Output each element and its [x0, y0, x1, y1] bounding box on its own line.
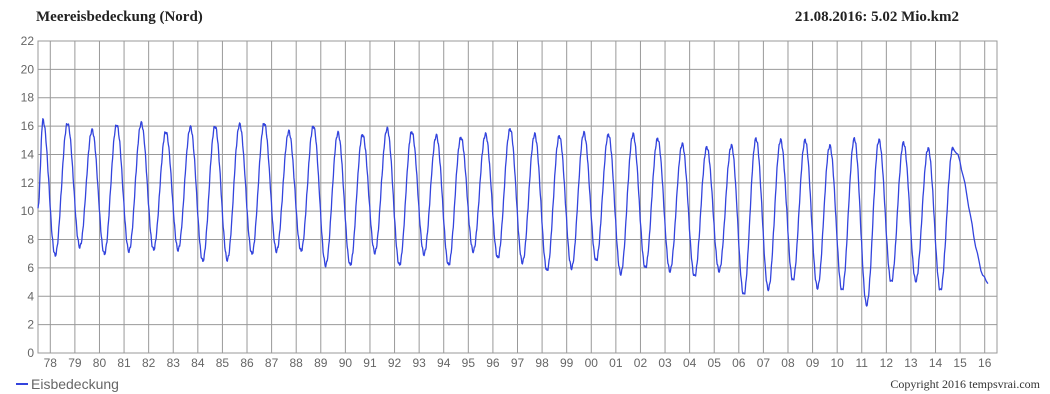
x-tick-label: 98	[535, 356, 549, 370]
x-tick-label: 99	[560, 356, 574, 370]
x-tick-label: 79	[68, 356, 82, 370]
x-tick-label: 81	[117, 356, 131, 370]
x-tick-label: 09	[806, 356, 820, 370]
legend-swatch	[16, 383, 28, 385]
x-tick-label: 93	[412, 356, 426, 370]
x-tick-label: 86	[240, 356, 254, 370]
x-tick-label: 08	[781, 356, 795, 370]
x-tick-label: 15	[953, 356, 967, 370]
y-tick-label: 14	[21, 147, 35, 161]
x-tick-label: 11	[856, 356, 869, 370]
legend-label: Eisbedeckung	[31, 376, 119, 392]
series-layer	[37, 117, 989, 307]
x-tick-label: 89	[314, 356, 328, 370]
x-tick-label: 84	[191, 356, 205, 370]
x-tick-label: 90	[339, 356, 353, 370]
latest-reading: 21.08.2016: 5.02 Mio.km2	[794, 9, 959, 25]
x-tick-label: 85	[216, 356, 230, 370]
x-tick-label: 96	[486, 356, 500, 370]
x-tick-label: 14	[929, 356, 943, 370]
y-tick-label: 16	[21, 119, 35, 133]
x-tick-label: 95	[462, 356, 476, 370]
y-tick-label: 20	[21, 62, 35, 76]
x-tick-label: 03	[658, 356, 672, 370]
grid-layer	[37, 40, 998, 354]
x-tick-label: 78	[44, 356, 58, 370]
y-tick-label: 12	[21, 176, 35, 190]
x-tick-label: 88	[290, 356, 304, 370]
legend: Eisbedeckung	[16, 376, 119, 392]
y-tick-label: 6	[27, 261, 34, 275]
x-tick-label: 05	[708, 356, 722, 370]
copyright-text: Copyright 2016 tempsvrai.com	[890, 377, 1040, 391]
x-tick-label: 97	[511, 356, 525, 370]
y-tick-label: 0	[27, 346, 34, 360]
x-tick-label: 91	[363, 356, 377, 370]
y-tick-label: 2	[27, 318, 34, 332]
x-tick-label: 87	[265, 356, 279, 370]
x-tick-label: 12	[880, 356, 894, 370]
x-tick-label: 10	[830, 356, 844, 370]
chart-title: Meereisbedeckung (Nord)	[36, 9, 203, 25]
x-tick-label: 02	[634, 356, 648, 370]
x-tick-label: 06	[732, 356, 746, 370]
x-tick-label: 80	[93, 356, 107, 370]
x-tick-label: 92	[388, 356, 402, 370]
x-tick-label: 82	[142, 356, 156, 370]
x-tick-label: 94	[437, 356, 451, 370]
y-tick-label: 4	[27, 289, 34, 303]
x-tick-label: 01	[609, 356, 623, 370]
x-tick-label: 13	[904, 356, 918, 370]
y-tick-label: 8	[27, 233, 34, 247]
x-tick-label: 07	[757, 356, 771, 370]
y-tick-label: 10	[21, 204, 35, 218]
x-tick-label: 16	[978, 356, 992, 370]
y-tick-label: 22	[21, 34, 35, 48]
series-line-eisbedeckung	[37, 117, 989, 307]
y-tick-label: 18	[21, 91, 35, 105]
x-tick-label: 00	[585, 356, 599, 370]
x-tick-label: 04	[683, 356, 697, 370]
x-tick-label: 83	[167, 356, 181, 370]
